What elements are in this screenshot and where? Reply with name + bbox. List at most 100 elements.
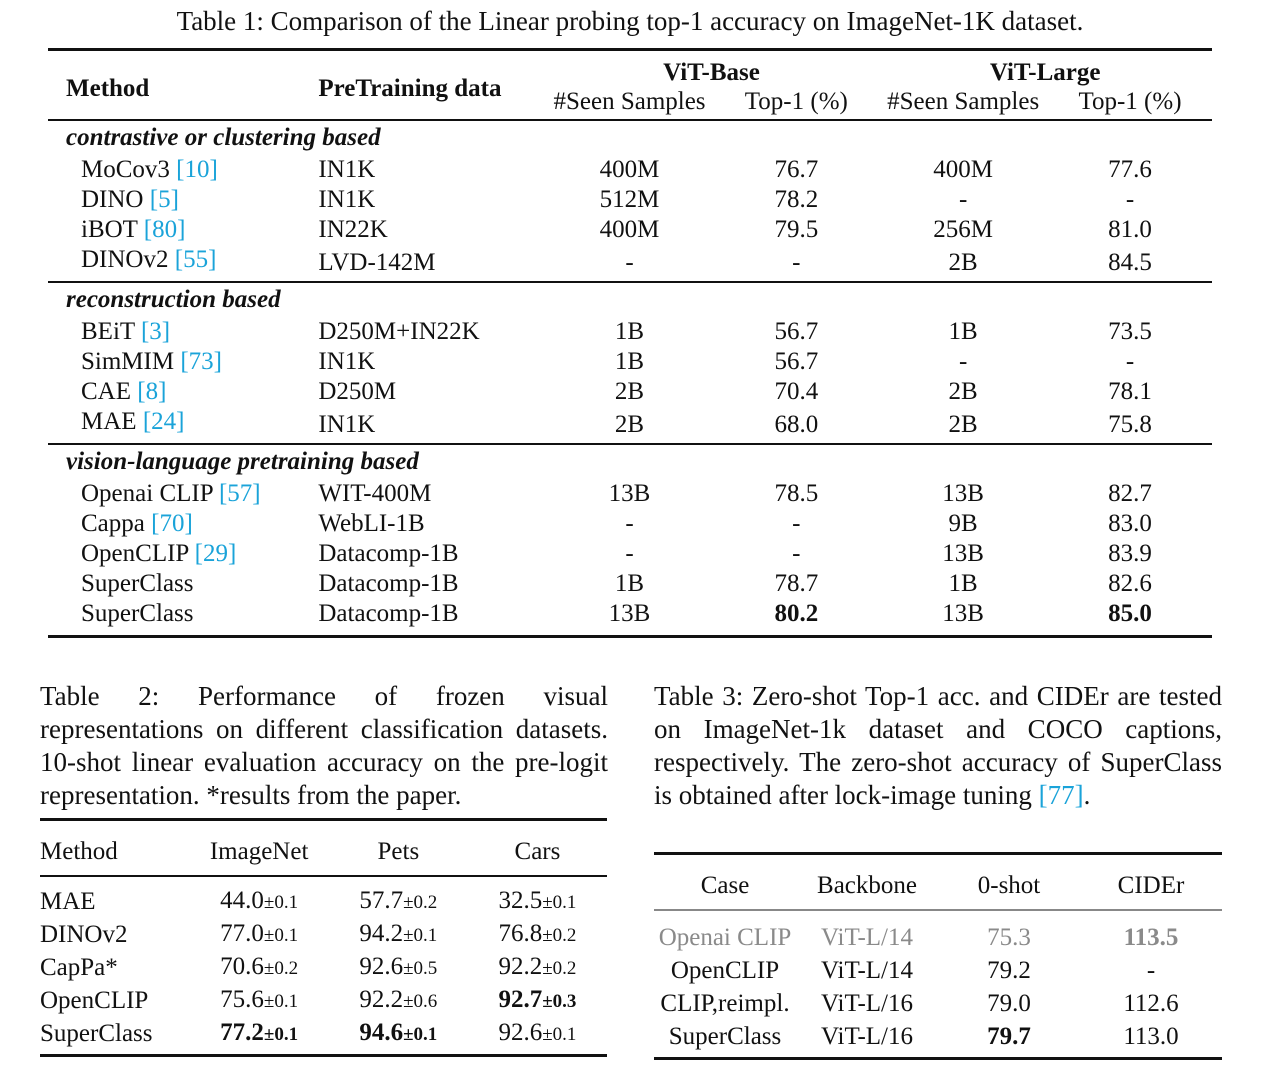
method-name: DINOv2 xyxy=(81,246,169,273)
base-seen: 2B xyxy=(614,378,645,405)
large-top1: 82.6 xyxy=(1108,570,1152,597)
table-row: CLIP,reimpl. ViT-L/16 79.0 112.6 xyxy=(654,987,1222,1020)
method-name: SuperClass xyxy=(81,570,194,597)
pretrain-data: WIT-400M xyxy=(318,480,432,507)
table-row: MAE 44.0±0.1 57.7±0.2 32.5±0.1 xyxy=(40,875,607,918)
method-name: CAE xyxy=(81,378,131,405)
large-top1: 78.1 xyxy=(1108,378,1152,405)
citation-link[interactable]: [73] xyxy=(180,348,222,375)
cars-std: ±0.2 xyxy=(542,924,577,946)
large-top1: 82.7 xyxy=(1108,480,1152,507)
pretrain-data: D250M+IN22K xyxy=(318,318,480,345)
large-seen: 13B xyxy=(878,599,1048,638)
large-seen: 2B xyxy=(948,411,978,438)
large-seen: 400M xyxy=(933,156,994,183)
table-row: SuperClass 77.2±0.1 94.6±0.1 92.6±0.1 xyxy=(40,1017,607,1057)
table-row: Cappa [70] WebLI-1B - - 9B 83.0 xyxy=(48,509,1212,539)
t1-header-method: Method xyxy=(48,48,319,120)
large-top1-best: 85.0 xyxy=(1047,599,1212,638)
large-top1: 77.6 xyxy=(1108,156,1152,183)
pets-acc-best: 94.6 xyxy=(359,1018,404,1046)
citation-link[interactable]: [5] xyxy=(149,186,179,213)
table3-caption-end: . xyxy=(1083,780,1091,810)
table-row: CapPa* 70.6±0.2 92.6±0.5 92.2±0.2 xyxy=(40,951,607,984)
pretrain-data: IN1K xyxy=(318,348,376,375)
method-name: MoCov3 xyxy=(81,156,170,183)
citation-link[interactable]: [77] xyxy=(1038,780,1084,810)
case-name: SuperClass xyxy=(654,1020,796,1060)
zeroshot-acc: 79.0 xyxy=(987,989,1031,1017)
large-seen: 1B xyxy=(948,318,978,345)
pets-acc: 92.6 xyxy=(359,952,404,980)
large-seen: 1B xyxy=(948,570,978,597)
citation-link[interactable]: [70] xyxy=(151,510,193,537)
base-top1: - xyxy=(792,540,801,567)
cars-acc: 32.5 xyxy=(498,886,543,914)
method-name: OpenCLIP xyxy=(40,986,149,1014)
table-row: DINOv2 77.0±0.1 94.2±0.1 76.8±0.2 xyxy=(40,918,607,951)
imagenet-std: ±0.1 xyxy=(263,891,299,913)
large-seen: - xyxy=(958,348,968,375)
t3-header-case: Case xyxy=(654,852,796,910)
base-seen: 1B xyxy=(614,570,645,597)
cider: - xyxy=(1146,956,1156,984)
large-seen: 256M xyxy=(933,216,994,243)
citation-link[interactable]: [55] xyxy=(174,246,217,273)
t1-header-vit-base: ViT-Base xyxy=(544,48,879,87)
large-seen: 13B xyxy=(942,480,984,507)
table2: Method ImageNet Pets Cars MAE 44.0±0.1 5… xyxy=(40,818,607,1057)
large-seen: 9B xyxy=(948,510,978,537)
citation-link[interactable]: [57] xyxy=(218,480,261,507)
base-top1: 76.7 xyxy=(774,156,819,183)
pets-std: ±0.1 xyxy=(403,1023,438,1045)
base-top1: 78.2 xyxy=(774,186,819,213)
base-top1: 78.7 xyxy=(774,570,819,597)
table1-caption: Table 1: Comparison of the Linear probin… xyxy=(176,6,1084,36)
large-top1: 81.0 xyxy=(1108,216,1152,243)
base-seen: 2B xyxy=(614,411,645,438)
cars-acc: 76.8 xyxy=(498,919,543,947)
citation-link[interactable]: [80] xyxy=(143,216,186,243)
pretrain-data: IN1K xyxy=(318,411,376,438)
imagenet-std: ±0.2 xyxy=(263,957,299,979)
table1: Method PreTraining data ViT-Base ViT-Lar… xyxy=(48,48,1212,638)
imagenet-std: ±0.1 xyxy=(263,1023,299,1045)
method-name: iBOT xyxy=(81,216,138,243)
t1-header-base-top1: Top-1 (%) xyxy=(744,88,848,115)
base-seen: 400M xyxy=(599,216,660,243)
t1-group-title: reconstruction based xyxy=(48,281,1212,317)
table-row: DINO [5] IN1K 512M 78.2 - - xyxy=(48,185,1212,215)
citation-link[interactable]: [3] xyxy=(140,318,171,345)
table-row: BEiT [3] D250M+IN22K 1B 56.7 1B 73.5 xyxy=(48,317,1212,347)
cars-std: ±0.1 xyxy=(542,1023,577,1045)
table3: Case Backbone 0-shot CIDEr Openai CLIP V… xyxy=(654,852,1222,1060)
table3-caption: Table 3: Zero-shot Top-1 acc. and CIDEr … xyxy=(654,680,1222,812)
pretrain-data: IN1K xyxy=(318,186,376,213)
pretrain-data: D250M xyxy=(318,378,397,405)
t3-header-cider: CIDEr xyxy=(1080,852,1222,910)
citation-link[interactable]: [24] xyxy=(142,408,185,435)
base-top1: 79.5 xyxy=(774,216,819,243)
citation-link[interactable]: [10] xyxy=(176,156,218,183)
t3-header-zeroshot: 0-shot xyxy=(938,852,1080,910)
large-top1: 84.5 xyxy=(1108,249,1152,276)
citation-link[interactable]: [8] xyxy=(137,378,167,405)
pets-std: ±0.6 xyxy=(403,990,438,1012)
t1-header-vit-large: ViT-Large xyxy=(878,48,1212,87)
base-seen: 13B xyxy=(608,480,651,507)
base-seen: 512M xyxy=(599,186,660,213)
pretrain-data: Datacomp-1B xyxy=(318,599,545,638)
case-name: Openai CLIP xyxy=(654,909,796,954)
base-top1: - xyxy=(792,249,801,276)
t1-header-large-seen: #Seen Samples xyxy=(887,88,1040,115)
large-top1: - xyxy=(1125,186,1135,213)
cars-std: ±0.3 xyxy=(542,990,577,1012)
table-row: OpenCLIP [29] Datacomp-1B - - 13B 83.9 xyxy=(48,539,1212,569)
base-seen: 13B xyxy=(544,599,715,638)
method-name: SimMIM xyxy=(81,348,175,375)
t2-header-cars: Cars xyxy=(467,818,607,876)
cars-acc: 92.2 xyxy=(498,952,543,980)
citation-link[interactable]: [29] xyxy=(194,540,237,567)
table-row: OpenCLIP ViT-L/14 79.2 - xyxy=(654,954,1222,987)
table-row: OpenCLIP 75.6±0.1 92.2±0.6 92.7±0.3 xyxy=(40,984,607,1017)
